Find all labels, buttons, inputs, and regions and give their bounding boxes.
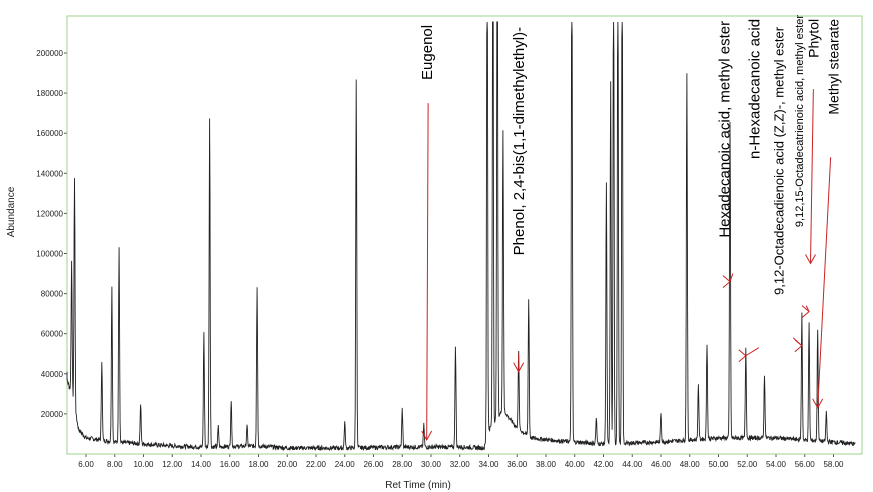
arrow-head	[801, 305, 810, 319]
peak-label: Eugenol	[419, 25, 436, 80]
y-tick-label: 120000	[36, 209, 63, 218]
peak-label: Phenol, 2,4-bis(1,1-dimethylethyl)-	[511, 27, 528, 255]
arrow-head	[722, 275, 731, 288]
peak-label: 9,12,15-Octadecatrienoic acid, methyl es…	[794, 15, 806, 228]
arrow-head	[513, 362, 525, 373]
annotation-arrow	[810, 89, 814, 264]
annotation-arrow	[729, 273, 734, 282]
x-tick-label: 8.00	[107, 460, 123, 469]
y-tick-label: 140000	[36, 169, 63, 178]
x-tick-label: 48.00	[680, 460, 701, 469]
peak-label: 9,12-Octadecadienoic acid (Z,Z)-, methyl…	[771, 26, 786, 295]
y-tick-label: 180000	[36, 89, 63, 98]
x-tick-label: 52.00	[737, 460, 758, 469]
x-tick-label: 28.00	[392, 460, 413, 469]
x-tick-label: 42.00	[593, 460, 614, 469]
x-tick-label: 10.00	[133, 460, 154, 469]
arrow-head	[794, 339, 803, 353]
arrow-head	[421, 430, 433, 441]
y-tick-label: 60000	[41, 330, 64, 339]
annotation-arrow	[426, 103, 429, 440]
y-tick-label: 80000	[41, 290, 64, 299]
peak-label: Hexadecanoic acid, methyl ester	[717, 21, 734, 238]
x-tick-label: 32.00	[450, 460, 471, 469]
x-tick-label: 12.00	[162, 460, 183, 469]
x-tick-label: 54.00	[766, 460, 787, 469]
x-tick-label: 26.00	[363, 460, 384, 469]
annotation-arrow	[745, 347, 760, 357]
annotations: Eugenol Phenol, 2,4-bis(1,1-dimethylethyl…	[419, 15, 841, 441]
y-tick-label: 40000	[41, 370, 64, 379]
x-axis-title: Ret Time (min)	[385, 480, 451, 491]
x-tick-label: 22.00	[306, 460, 327, 469]
x-tick-label: 24.00	[335, 460, 356, 469]
x-tick-label: 6.00	[78, 460, 94, 469]
y-tick-label: 20000	[41, 410, 64, 419]
x-tick-label: 20.00	[277, 460, 298, 469]
peak-label: n-Hexadecanoic acid	[747, 19, 764, 159]
chromatogram-trace	[66, 21, 856, 452]
x-tick-label: 58.00	[823, 460, 844, 469]
y-tick-label: 100000	[36, 250, 63, 259]
x-tick-label: 46.00	[651, 460, 672, 469]
x-tick-label: 40.00	[565, 460, 586, 469]
x-tick-label: 14.00	[191, 460, 212, 469]
y-axis-title: Abundance	[6, 186, 17, 237]
x-tick-label: 50.00	[708, 460, 729, 469]
arrow-head	[812, 398, 824, 409]
x-tick-label: 36.00	[507, 460, 528, 469]
y-tick-label: 160000	[36, 129, 63, 138]
plot-frame	[66, 15, 863, 455]
x-tick-label: 38.00	[536, 460, 557, 469]
x-tick-label: 56.00	[795, 460, 816, 469]
x-tick-label: 16.00	[220, 460, 241, 469]
x-tick-label: 30.00	[421, 460, 442, 469]
arrow-head	[738, 349, 747, 363]
y-tick-label: 200000	[36, 49, 63, 58]
x-tick-label: 34.00	[478, 460, 499, 469]
trace-group	[66, 21, 856, 452]
peak-label: Phytol	[805, 19, 821, 58]
y-ticks: 20000 40000 60000 80000 100000 120000 140000 16…	[36, 49, 67, 419]
x-tick-label: 44.00	[622, 460, 643, 469]
annotation-arrow	[817, 157, 832, 408]
peak-label: Methyl stearate	[825, 19, 841, 115]
x-tick-label: 18.00	[248, 460, 269, 469]
x-ticks: 6.00 8.00 10.00 12.00 14.00 16.00 18.00 20.00 22…	[78, 454, 844, 469]
arrow-head	[805, 254, 816, 265]
